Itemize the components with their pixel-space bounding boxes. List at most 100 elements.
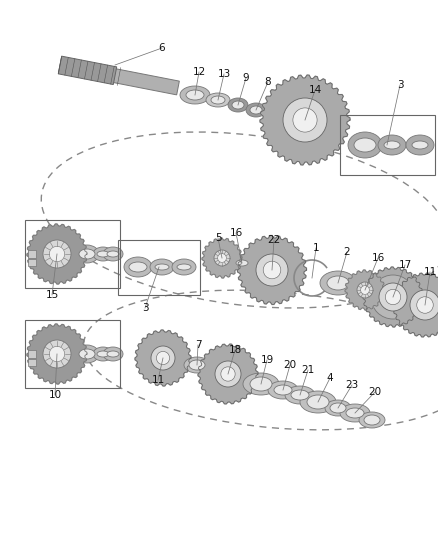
Ellipse shape — [184, 357, 210, 373]
Text: 6: 6 — [159, 43, 165, 53]
Ellipse shape — [325, 400, 351, 416]
Ellipse shape — [250, 377, 272, 391]
Text: 11: 11 — [152, 375, 165, 385]
Bar — [28, 350, 36, 358]
Text: 20: 20 — [368, 387, 381, 397]
Text: 7: 7 — [194, 340, 201, 350]
Ellipse shape — [307, 395, 329, 409]
Ellipse shape — [364, 415, 380, 425]
Text: 19: 19 — [260, 355, 274, 365]
Text: 2: 2 — [344, 247, 350, 257]
Ellipse shape — [228, 98, 248, 112]
Polygon shape — [393, 273, 438, 337]
Text: 3: 3 — [141, 303, 148, 313]
Text: 12: 12 — [192, 67, 205, 77]
Circle shape — [293, 108, 317, 132]
Circle shape — [380, 284, 406, 310]
Circle shape — [49, 346, 65, 362]
Ellipse shape — [354, 138, 376, 152]
Circle shape — [360, 286, 369, 294]
Bar — [25, 220, 120, 288]
Bar — [28, 259, 36, 266]
Text: 16: 16 — [230, 228, 243, 238]
Text: 8: 8 — [265, 77, 271, 87]
Polygon shape — [135, 330, 191, 386]
Text: 11: 11 — [424, 267, 437, 277]
Ellipse shape — [97, 251, 109, 257]
Ellipse shape — [274, 385, 292, 395]
Ellipse shape — [75, 345, 99, 363]
Ellipse shape — [79, 349, 95, 359]
Polygon shape — [202, 238, 242, 278]
Circle shape — [417, 297, 433, 313]
Bar — [28, 250, 36, 258]
Ellipse shape — [330, 403, 346, 413]
Circle shape — [214, 250, 230, 266]
Ellipse shape — [320, 271, 356, 295]
Circle shape — [49, 246, 65, 262]
Polygon shape — [27, 224, 87, 284]
Circle shape — [371, 275, 415, 319]
Ellipse shape — [285, 386, 315, 404]
Circle shape — [256, 254, 288, 286]
Ellipse shape — [124, 257, 152, 277]
Text: 20: 20 — [283, 360, 297, 370]
Circle shape — [156, 351, 170, 365]
Polygon shape — [363, 267, 423, 327]
Circle shape — [43, 340, 71, 368]
Ellipse shape — [406, 135, 434, 155]
Text: 4: 4 — [327, 373, 333, 383]
Polygon shape — [27, 324, 87, 384]
Ellipse shape — [250, 106, 262, 114]
Polygon shape — [59, 58, 179, 95]
Polygon shape — [237, 236, 307, 304]
Ellipse shape — [150, 259, 174, 275]
Circle shape — [385, 289, 401, 305]
Text: 1: 1 — [313, 243, 319, 253]
Ellipse shape — [107, 251, 119, 257]
Text: 14: 14 — [308, 85, 321, 95]
Ellipse shape — [75, 245, 99, 263]
Bar — [28, 359, 36, 366]
Polygon shape — [260, 75, 350, 165]
Ellipse shape — [340, 404, 370, 422]
Circle shape — [218, 254, 226, 262]
Ellipse shape — [107, 351, 119, 357]
Polygon shape — [58, 56, 117, 85]
Circle shape — [379, 283, 407, 311]
Text: 5: 5 — [215, 233, 221, 243]
Ellipse shape — [346, 408, 364, 418]
Circle shape — [151, 346, 175, 370]
Text: 23: 23 — [346, 380, 359, 390]
Text: 16: 16 — [371, 253, 385, 263]
Ellipse shape — [93, 347, 113, 361]
Ellipse shape — [232, 257, 252, 269]
Text: 9: 9 — [243, 73, 249, 83]
Ellipse shape — [103, 347, 123, 361]
Bar — [340, 115, 435, 175]
Circle shape — [410, 290, 438, 320]
Polygon shape — [345, 270, 385, 310]
Ellipse shape — [93, 247, 113, 261]
Circle shape — [263, 261, 281, 279]
Text: 18: 18 — [228, 345, 242, 355]
Ellipse shape — [186, 90, 204, 100]
Ellipse shape — [180, 86, 210, 104]
Text: 22: 22 — [267, 235, 281, 245]
Ellipse shape — [348, 132, 382, 158]
Circle shape — [357, 282, 373, 298]
Ellipse shape — [327, 276, 349, 290]
Ellipse shape — [155, 264, 169, 270]
Ellipse shape — [129, 262, 147, 272]
Ellipse shape — [236, 260, 248, 266]
Ellipse shape — [246, 103, 266, 117]
Text: 3: 3 — [397, 80, 403, 90]
Text: 10: 10 — [49, 390, 62, 400]
Ellipse shape — [359, 412, 385, 428]
Ellipse shape — [45, 246, 69, 262]
Text: 15: 15 — [46, 290, 59, 300]
Bar — [118, 240, 200, 295]
Ellipse shape — [172, 259, 196, 275]
Ellipse shape — [412, 141, 428, 149]
Circle shape — [283, 98, 327, 142]
